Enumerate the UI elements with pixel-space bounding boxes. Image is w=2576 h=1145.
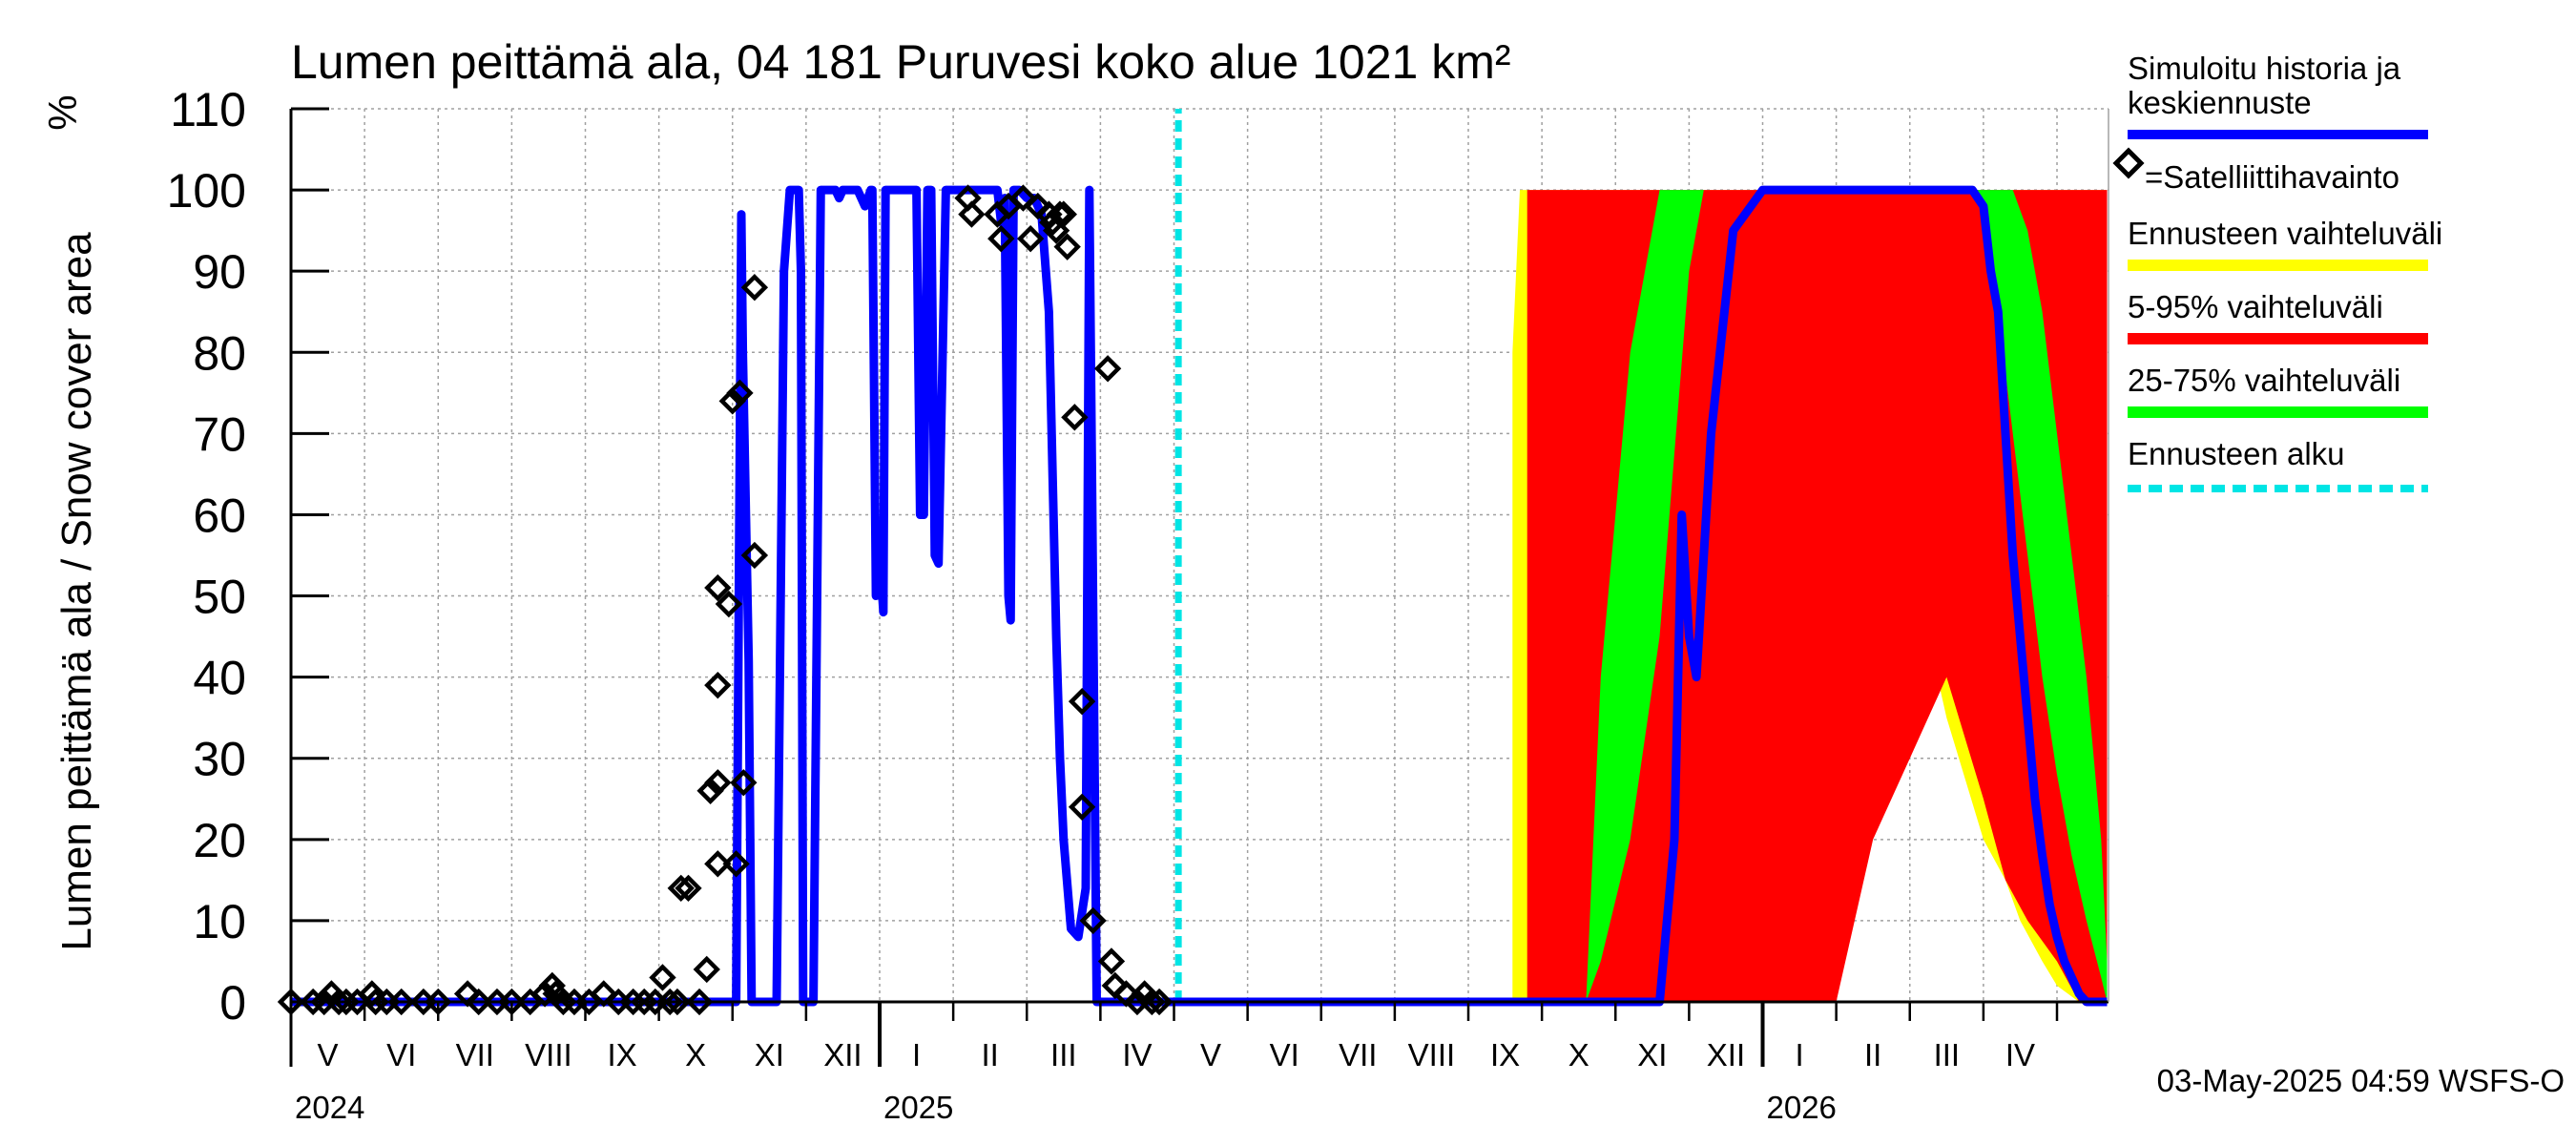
observation-marker [704, 769, 732, 797]
observation-marker [1093, 355, 1122, 383]
legend-observation-marker [2112, 147, 2145, 179]
observation-marker [649, 964, 676, 991]
y-tick-label: 20 [193, 814, 246, 867]
observation-marker [958, 200, 986, 228]
observation-marker [1138, 988, 1166, 1016]
observation-marker [1068, 793, 1096, 821]
month-label: V [318, 1037, 339, 1072]
observation-marker [656, 988, 684, 1016]
observation-marker [704, 671, 732, 699]
y-tick-label: 0 [219, 976, 246, 1030]
observation-marker [730, 769, 758, 797]
y-tick-label: 80 [193, 326, 246, 380]
observation-marker [324, 988, 353, 1016]
legend-2575-label: 25-75% vaihteluväli [2128, 363, 2400, 398]
observation-marker [715, 590, 743, 618]
month-label: VIII [525, 1037, 572, 1072]
simulation-line [291, 185, 2108, 1007]
observation-marker [987, 224, 1015, 253]
month-label: X [685, 1037, 706, 1072]
month-label: II [1864, 1037, 1881, 1072]
observation-marker [685, 988, 714, 1016]
month-label: X [1568, 1037, 1589, 1072]
observation-marker [718, 387, 746, 415]
observation-layer [277, 184, 1174, 1016]
month-label: IX [1490, 1037, 1520, 1072]
observation-marker [663, 988, 692, 1016]
footer-timestamp: 03-May-2025 04:59 WSFS-O [2157, 1063, 2565, 1098]
month-label: XII [823, 1037, 862, 1072]
observation-marker [726, 379, 754, 406]
chart-title: Lumen peittämä ala, 04 181 Puruvesi koko… [291, 35, 1511, 89]
y-tick-label: 50 [193, 571, 246, 624]
month-label: IV [1122, 1037, 1152, 1072]
observation-marker [1068, 687, 1096, 716]
month-label: VI [1270, 1037, 1299, 1072]
y-unit-label: % [40, 94, 85, 130]
legend-observation-label: =Satelliittihavainto [2145, 159, 2399, 195]
month-label: XI [1637, 1037, 1667, 1072]
observation-marker [740, 274, 769, 302]
legend-simulation-label-2: keskiennuste [2128, 85, 2312, 120]
observation-marker [1049, 200, 1078, 228]
month-label: VII [456, 1037, 494, 1072]
month-label: III [1050, 1037, 1077, 1072]
observation-marker [1009, 184, 1037, 212]
observation-marker [538, 971, 566, 1000]
observation-marker [675, 874, 702, 903]
observation-marker [1145, 988, 1174, 1016]
observation-marker [1061, 404, 1089, 431]
y-tick-label: 110 [170, 83, 246, 136]
observation-marker [1016, 224, 1045, 253]
observation-marker [667, 874, 695, 903]
observation-marker [387, 988, 415, 1016]
legend-range-label: Ennusteen vaihteluväli [2128, 216, 2442, 251]
y-tick-label: 30 [193, 733, 246, 786]
legend: Simuloitu historia ja keskiennuste =Sate… [2112, 51, 2442, 492]
y-axis-label: Lumen peittämä ala / Snow cover area [53, 232, 100, 951]
observation-marker [740, 541, 769, 570]
observation-marker [1053, 233, 1081, 260]
observation-marker [1097, 947, 1126, 975]
year-label: 2024 [295, 1090, 364, 1125]
month-label: II [982, 1037, 999, 1072]
year-label: 2026 [1767, 1090, 1837, 1125]
month-label: XI [755, 1037, 784, 1072]
legend-start-label: Ennusteen alku [2128, 436, 2345, 471]
observation-marker [704, 850, 732, 878]
y-tick-label: 10 [193, 895, 246, 948]
month-label: I [912, 1037, 921, 1072]
month-label: IV [2005, 1037, 2035, 1072]
month-label: XII [1707, 1037, 1745, 1072]
observation-marker [358, 980, 386, 1008]
simulation-line-layer [291, 109, 2108, 1007]
observation-marker [704, 573, 732, 602]
y-tick-label: 90 [193, 245, 246, 299]
observation-marker [722, 850, 750, 878]
month-label: VIII [1408, 1037, 1456, 1072]
observation-marker [693, 955, 720, 984]
y-tick-label: 40 [193, 652, 246, 705]
month-label: VI [386, 1037, 416, 1072]
legend-595-label: 5-95% vaihteluväli [2128, 289, 2383, 324]
observation-marker [696, 777, 724, 804]
observation-marker [1079, 906, 1107, 935]
y-tick-label: 70 [193, 407, 246, 461]
month-label: IX [607, 1037, 636, 1072]
month-label: I [1795, 1037, 1803, 1072]
y-tick-label: 100 [167, 164, 246, 218]
legend-simulation-label-1: Simuloitu historia ja [2128, 51, 2401, 86]
month-label: III [1934, 1037, 1961, 1072]
observation-marker [590, 980, 617, 1008]
y-tick-label: 60 [193, 489, 246, 542]
observation-marker [465, 988, 492, 1016]
month-label: VII [1339, 1037, 1377, 1072]
year-label: 2025 [883, 1090, 953, 1125]
month-label: V [1200, 1037, 1221, 1072]
observation-marker [1046, 200, 1074, 228]
axis-layer [289, 107, 2109, 1067]
